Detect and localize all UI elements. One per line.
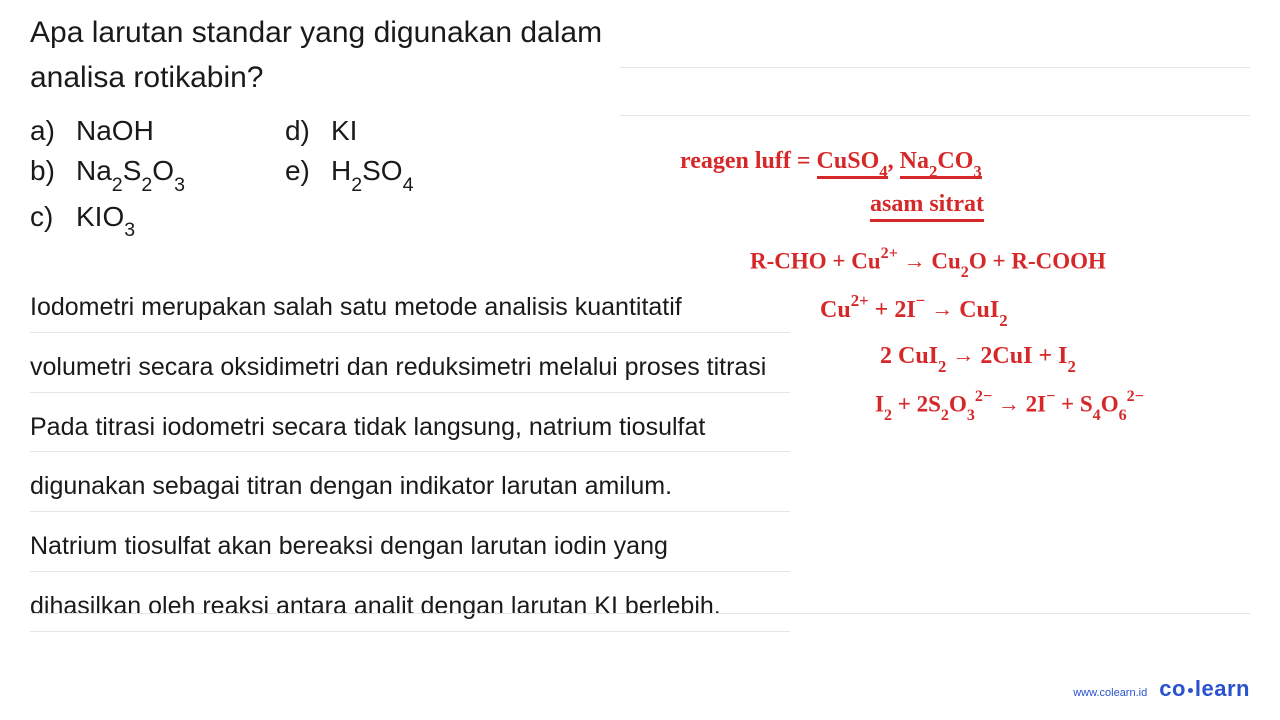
option-text: KI [331, 115, 357, 147]
logo-dot-icon [1188, 688, 1193, 693]
option-b: b) Na2S2O3 [30, 155, 185, 193]
option-letter: a) [30, 115, 58, 147]
hw-luff-acid-text: asam sitrat [870, 191, 984, 222]
option-text: NaOH [76, 115, 154, 147]
handwriting-eq4: I2 + 2S2O32− → 2I− + S4O62− [875, 388, 1144, 424]
explanation-line: Pada titrasi iodometri secara tidak lang… [30, 393, 790, 453]
handwriting-luff-acid: asam sitrat [870, 188, 984, 220]
option-text: KIO3 [76, 201, 135, 239]
options-column-1: a) NaOH b) Na2S2O3 c) KIO3 [30, 115, 185, 238]
ruled-line [620, 115, 1250, 116]
question-text: Apa larutan standar yang digunakan dalam… [30, 10, 1250, 100]
option-d: d) KI [285, 115, 414, 147]
explanation-block: Iodometri merupakan salah satu metode an… [30, 273, 1250, 632]
option-c: c) KIO3 [30, 201, 185, 239]
hw-luff-reagent2: Na2CO3 [900, 148, 982, 179]
option-letter: c) [30, 201, 58, 233]
options-column-2: d) KI e) H2SO4 [285, 115, 414, 238]
explanation-line: digunakan sebagai titran dengan indikato… [30, 452, 790, 512]
option-text: Na2S2O3 [76, 155, 185, 193]
options-block: a) NaOH b) Na2S2O3 c) KIO3 d) KI e) H2SO… [30, 115, 1250, 238]
ruled-line [620, 67, 1250, 68]
option-e: e) H2SO4 [285, 155, 414, 193]
footer-url: www.colearn.id [1073, 687, 1147, 699]
option-a: a) NaOH [30, 115, 185, 147]
option-letter: d) [285, 115, 313, 147]
hw-luff-reagent1: CuSO4 [817, 148, 888, 179]
content-container: Apa larutan standar yang digunakan dalam… [0, 0, 1280, 642]
option-letter: b) [30, 155, 58, 187]
logo-suffix: learn [1195, 676, 1250, 701]
explanation-line: volumetri secara oksidimetri dan reduksi… [30, 333, 790, 393]
hw-luff-label: reagen luff = [680, 148, 811, 174]
footer: www.colearn.id colearn [1073, 676, 1250, 702]
logo-prefix: co [1159, 676, 1186, 701]
handwriting-eq2: Cu2+ + 2I− → CuI2 [820, 292, 1008, 329]
ruled-line [30, 613, 1250, 614]
option-letter: e) [285, 155, 313, 187]
handwriting-luff: reagen luff = CuSO4, Na2CO3 [680, 145, 982, 180]
explanation-line: dihasilkan oleh reaksi antara analit den… [30, 572, 790, 632]
option-text: H2SO4 [331, 155, 414, 193]
footer-logo: colearn [1159, 676, 1250, 702]
explanation-line: Iodometri merupakan salah satu metode an… [30, 273, 790, 333]
question-line2: analisa rotikabin? [30, 61, 263, 94]
handwriting-eq3: 2 CuI2 → 2CuI + I2 [880, 340, 1076, 375]
question-line1: Apa larutan standar yang digunakan dalam [30, 16, 602, 49]
explanation-line: Natrium tiosulfat akan bereaksi dengan l… [30, 512, 790, 572]
handwriting-eq1: R-CHO + Cu2+ → Cu2O + R-COOH [750, 245, 1106, 281]
